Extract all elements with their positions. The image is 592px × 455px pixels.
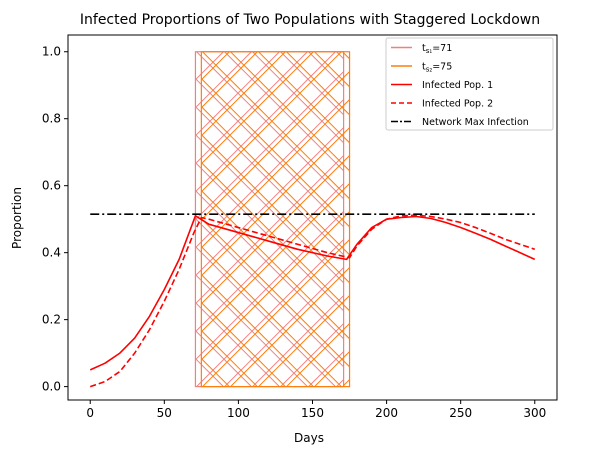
y-axis: 0.0 0.2 0.4 0.6 0.8 1.0 [42,45,68,394]
hatch-line [0,52,285,387]
chart-title: Infected Proportions of Two Populations … [80,12,540,28]
hatch-line [0,52,251,387]
region-border-1 [195,52,343,387]
hatch-line [561,52,592,387]
hatch-line [0,52,195,387]
hatch-line [567,52,592,387]
hatch-line [91,52,426,387]
y-tick-label: 0.8 [42,112,61,126]
legend-label: Network Max Infection [422,117,529,128]
hatch-line [0,52,307,387]
y-tick-label: 0.6 [42,179,61,193]
hatch-line [0,52,279,387]
x-tick-label: 300 [523,406,546,420]
hatch-line [0,52,201,387]
x-tick-label: 150 [301,406,324,420]
hatch-line [0,52,223,387]
y-tick-label: 0.4 [42,246,61,260]
hatch-line [0,52,285,387]
y-tick-label: 0.2 [42,313,61,327]
x-tick-label: 200 [375,406,398,420]
y-tick-label: 0.0 [42,380,61,394]
x-tick-label: 250 [449,406,472,420]
hatch-line [0,52,313,387]
hatch-line [0,52,251,387]
hatch-line [561,52,592,387]
series-line-1 [90,216,535,370]
y-axis-title: Proportion [10,187,24,249]
hatch-line [0,52,313,387]
legend-label: Infected Pop. 1 [422,80,493,91]
hatch-line [589,52,592,387]
hatch-line [589,52,592,387]
x-axis-title: Days [294,431,324,445]
hatch-line [567,52,592,387]
y-tick-label: 1.0 [42,45,61,59]
hatch-line [0,52,195,387]
hatch-line [85,52,420,387]
hatch-line [0,52,201,387]
x-tick-label: 50 [157,406,172,420]
x-tick-label: 100 [227,406,250,420]
hatch-line [0,52,307,387]
hatch-line [0,52,279,387]
x-tick-label: 0 [86,406,94,420]
x-axis: 0 50 100 150 200 250 300 [86,400,546,420]
hatch-line [0,52,223,387]
legend-label: Infected Pop. 2 [422,99,493,110]
